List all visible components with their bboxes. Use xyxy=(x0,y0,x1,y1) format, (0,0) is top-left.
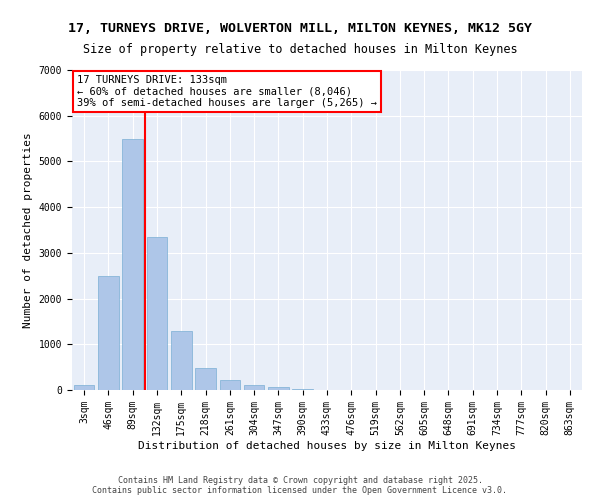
Bar xyxy=(292,388,313,390)
Text: 17 TURNEYS DRIVE: 133sqm
← 60% of detached houses are smaller (8,046)
39% of sem: 17 TURNEYS DRIVE: 133sqm ← 60% of detach… xyxy=(77,75,377,108)
Text: Size of property relative to detached houses in Milton Keynes: Size of property relative to detached ho… xyxy=(83,42,517,56)
Bar xyxy=(171,330,191,390)
X-axis label: Distribution of detached houses by size in Milton Keynes: Distribution of detached houses by size … xyxy=(138,440,516,450)
Bar xyxy=(244,386,265,390)
Y-axis label: Number of detached properties: Number of detached properties xyxy=(23,132,33,328)
Bar xyxy=(268,388,289,390)
Text: Contains HM Land Registry data © Crown copyright and database right 2025.
Contai: Contains HM Land Registry data © Crown c… xyxy=(92,476,508,495)
Text: 17, TURNEYS DRIVE, WOLVERTON MILL, MILTON KEYNES, MK12 5GY: 17, TURNEYS DRIVE, WOLVERTON MILL, MILTO… xyxy=(68,22,532,36)
Bar xyxy=(195,368,216,390)
Bar xyxy=(146,237,167,390)
Bar xyxy=(122,138,143,390)
Bar xyxy=(220,380,240,390)
Bar xyxy=(98,276,119,390)
Bar xyxy=(74,386,94,390)
